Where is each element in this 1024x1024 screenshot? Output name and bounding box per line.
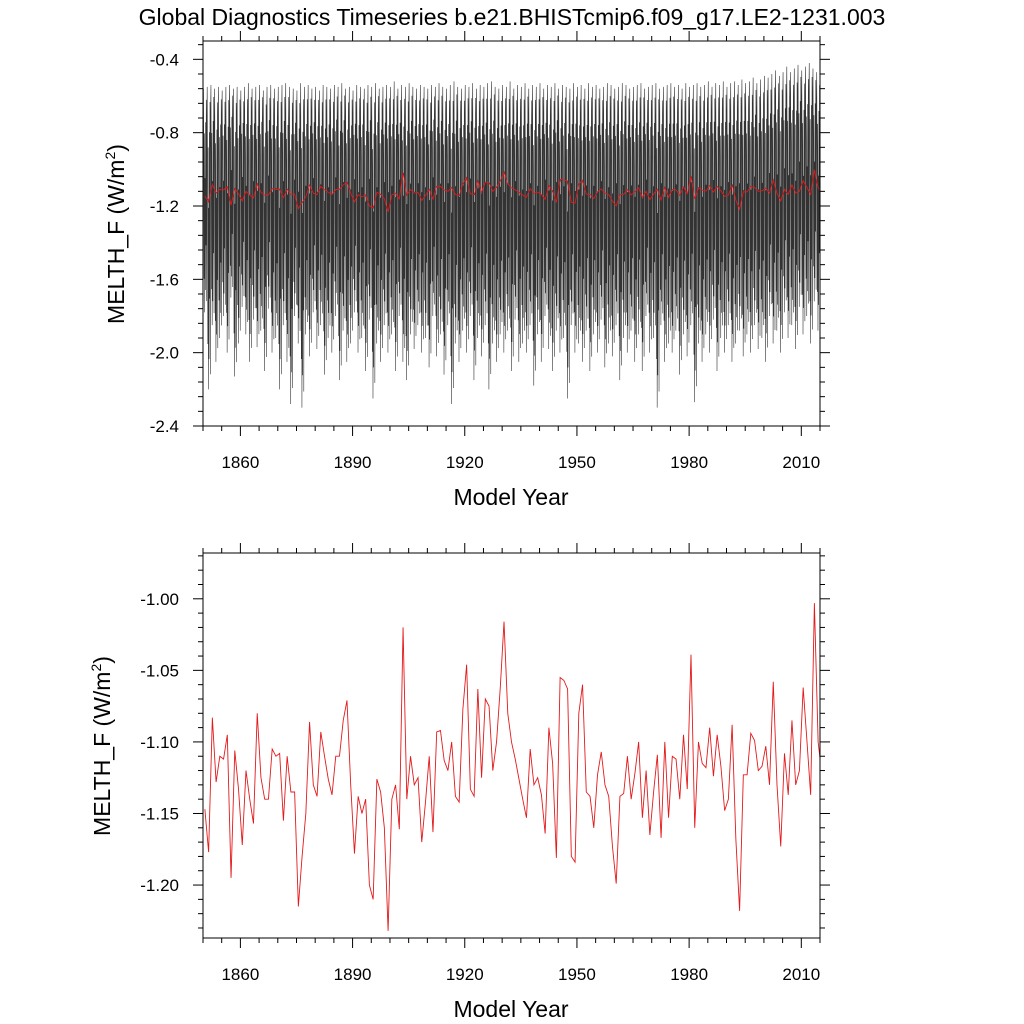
top-y-tick-label: -1.2 <box>150 197 179 216</box>
top-x-tick-label: 1950 <box>558 453 596 472</box>
bottom-x-tick-label: 1950 <box>558 965 596 984</box>
bottom-series-layer <box>204 603 820 931</box>
bottom-ticks <box>193 543 830 948</box>
bottom-y-tick-label: -1.05 <box>140 661 179 680</box>
top-ticks <box>193 31 830 436</box>
top-series-line-0 <box>203 62 820 408</box>
top-x-tick-label: 1860 <box>221 453 259 472</box>
top-y-axis-title-sup: 2 <box>102 152 118 160</box>
top-plot-frame <box>202 40 821 427</box>
bottom-y-tick-label: -1.00 <box>140 590 179 609</box>
bottom-x-axis-title: Model Year <box>453 996 568 1022</box>
top-x-tick-label: 2010 <box>782 453 820 472</box>
figure-title: Global Diagnostics Timeseries b.e21.BHIS… <box>139 4 886 30</box>
top-x-axis-title: Model Year <box>453 484 568 510</box>
bottom-plot-frame <box>202 552 821 939</box>
bottom-y-axis-title-sup: 2 <box>88 664 104 672</box>
bottom-panel: 1860 1890 1920 1950 1980 2010 -1.20 -1.15 -1.10 -… <box>88 543 830 1022</box>
top-y-tick-label: -0.8 <box>150 124 179 143</box>
bottom-x-tick-label: 1860 <box>221 965 259 984</box>
bottom-series-line-0 <box>204 603 820 931</box>
bottom-x-tick-label: 1920 <box>446 965 484 984</box>
bottom-tick-labels: 1860 1890 1920 1950 1980 2010 -1.20 -1.15 -1.10 -… <box>140 590 820 984</box>
top-series-line-1 <box>204 169 820 212</box>
top-tick-labels: 1860 1890 1920 1950 1980 2010 -2.4 -2.0 -1.6 -1.2… <box>150 50 821 472</box>
top-y-axis-title-main: MELTH_F (W/m <box>103 160 129 324</box>
bottom-x-tick-label: 1890 <box>334 965 372 984</box>
top-x-tick-label: 1980 <box>670 453 708 472</box>
top-series-layer <box>203 62 820 408</box>
top-panel: 1860 1890 1920 1950 1980 2010 -2.4 -2.0 -1.6 -1.2… <box>102 31 830 510</box>
bottom-y-axis-title: MELTH_F (W/m2) <box>88 656 115 836</box>
top-y-tick-label: -2.0 <box>150 344 179 363</box>
top-y-axis-title: MELTH_F (W/m2) <box>102 144 129 324</box>
top-y-tick-label: -2.4 <box>150 417 179 436</box>
bottom-y-tick-label: -1.15 <box>140 804 179 823</box>
bottom-y-axis-title-main: MELTH_F (W/m <box>89 672 115 836</box>
top-x-tick-label: 1920 <box>446 453 484 472</box>
top-y-tick-label: -1.6 <box>150 270 179 289</box>
bottom-x-tick-label: 1980 <box>670 965 708 984</box>
bottom-y-tick-label: -1.20 <box>140 876 179 895</box>
bottom-y-axis-title-end: ) <box>89 656 115 664</box>
top-y-axis-title-end: ) <box>103 144 129 152</box>
top-x-tick-label: 1890 <box>334 453 372 472</box>
bottom-x-tick-label: 2010 <box>782 965 820 984</box>
top-y-tick-label: -0.4 <box>150 50 179 69</box>
bottom-y-tick-label: -1.10 <box>140 733 179 752</box>
